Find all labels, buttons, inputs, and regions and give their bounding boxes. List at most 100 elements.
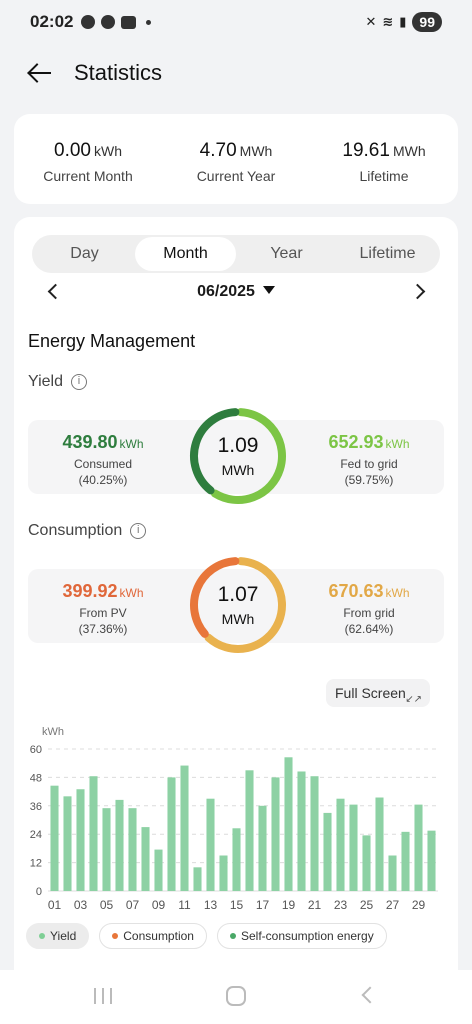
consumption-ring-chart [190,557,286,653]
date-picker[interactable]: 06/2025 [14,283,458,301]
tab-lifetime[interactable]: Lifetime [359,245,416,262]
x-tick-label: 29 [412,898,426,912]
bar-12[interactable] [193,867,202,891]
x-tick-label: 09 [152,898,166,912]
x-tick-label: 21 [308,898,322,912]
bar-20[interactable] [297,771,306,891]
summary-current-year: 4.70 MWh Current Year [162,114,310,204]
bar-30[interactable] [427,830,436,891]
bar-10[interactable] [167,777,176,891]
bar-29[interactable] [414,804,423,891]
legend-consumption[interactable]: Consumption [99,923,207,949]
yield-consumed-pct: (40.25%) [78,473,128,487]
back-arrow-icon[interactable] [26,58,56,88]
full-screen-button[interactable]: Full Screen ↙↗ [326,679,430,707]
x-tick-label: 05 [100,898,114,912]
full-screen-label: Full Screen [335,685,406,701]
bar-14[interactable] [219,855,228,892]
x-tick-label: 19 [282,898,296,912]
legend-label: Yield [50,929,77,943]
consumption-pv-value: 399.92 [62,581,118,601]
bar-26[interactable] [375,797,384,891]
bar-27[interactable] [388,855,397,892]
tab-year[interactable]: Year [270,245,303,262]
summary-current-month: 0.00 kWh Current Month [14,114,162,204]
bar-04[interactable] [89,776,98,891]
bar-06[interactable] [115,799,124,891]
notification-icon [81,15,96,29]
yield-title: Yield i [28,373,87,391]
x-tick-label: 15 [230,898,244,912]
consumption-total-unit: MWh [221,611,255,627]
yield-fed: 652.93 kWh Fed to grid (59.75%) [294,432,444,487]
summary-unit: kWh [93,143,122,159]
consumption-grid: 670.63 kWh From grid (62.64%) [294,581,444,636]
bar-01[interactable] [50,785,59,891]
bar-11[interactable] [180,765,189,891]
consumption-grid-pct: (62.64%) [344,622,394,636]
consumption-pv: 399.92 kWh From PV (37.36%) [28,581,178,636]
info-icon[interactable]: i [70,374,87,390]
tab-month[interactable]: Month [135,237,236,271]
info-icon[interactable]: i [130,523,147,539]
bar-09[interactable] [154,849,163,891]
date-selector: 06/2025 [14,279,458,309]
wifi-icon: ≋ [382,14,394,29]
bar-19[interactable] [284,757,293,891]
more-notifications-icon [146,19,152,25]
bar-07[interactable] [128,808,137,891]
yield-consumed-unit: kWh [119,437,144,451]
yield-ring: 1.09 MWh [186,404,290,508]
app-header: Statistics [0,50,472,96]
bar-02[interactable] [63,796,72,891]
status-time: 02:02 [30,12,74,31]
summary-label: Current Month [43,168,133,184]
x-tick-label: 01 [48,898,62,912]
consumption-panel: 399.92 kWh From PV (37.36%) 1.07 MWh 670.… [28,557,444,653]
status-bar: 02:02 ✕ ≋ ▮ 99 [0,0,472,44]
x-tick-label: 11 [178,898,191,912]
bar-18[interactable] [271,777,280,891]
bar-05[interactable] [102,808,111,891]
yield-label: Yield [28,373,63,390]
tab-day[interactable]: Day [70,245,99,262]
bar-03[interactable] [76,789,85,891]
bar-16[interactable] [245,770,254,891]
bar-28[interactable] [401,831,410,891]
bar-15[interactable] [232,828,241,891]
bar-17[interactable] [258,805,267,891]
ring-segment-right [204,557,286,653]
summary-label: Lifetime [359,168,409,184]
status-right: ✕ ≋ ▮ 99 [365,12,442,32]
summary-card: 0.00 kWh Current Month 4.70 MWh Current Ye… [14,114,458,204]
x-tick-label: 23 [334,898,348,912]
bar-22[interactable] [323,812,332,891]
chart-legend: Yield Consumption Self-consumption energ… [26,923,387,949]
consumption-total-value: 1.07 [217,583,259,606]
consumption-ring: 1.07 MWh [186,553,290,657]
consumption-title: Consumption i [28,522,147,540]
bar-08[interactable] [141,827,150,891]
summary-value: 4.70 [199,140,237,161]
section-title: Energy Management [28,331,196,351]
recent-apps-icon[interactable] [94,988,112,1004]
ring-segment-right [210,408,286,504]
legend-label: Consumption [123,929,194,943]
home-icon[interactable] [226,986,246,1006]
bar-23[interactable] [336,798,345,891]
summary-lifetime: 19.61 MWh Lifetime [310,114,458,204]
yield-fed-value: 652.93 [328,432,384,452]
consumption-pv-unit: kWh [119,586,144,600]
bar-25[interactable] [362,835,371,891]
legend-yield[interactable]: Yield [26,923,90,949]
x-tick-label: 07 [126,898,140,912]
bar-21[interactable] [310,776,319,891]
bar-13[interactable] [206,798,215,891]
x-tick-label: 17 [256,898,270,912]
y-tick-label: 60 [30,744,42,756]
nav-back-icon[interactable] [361,986,379,1004]
yield-consumed-value: 439.80 [62,432,118,452]
consumption-grid-label: From grid [343,606,395,620]
legend-self-consumption[interactable]: Self-consumption energy [216,923,387,949]
bar-24[interactable] [349,804,358,891]
